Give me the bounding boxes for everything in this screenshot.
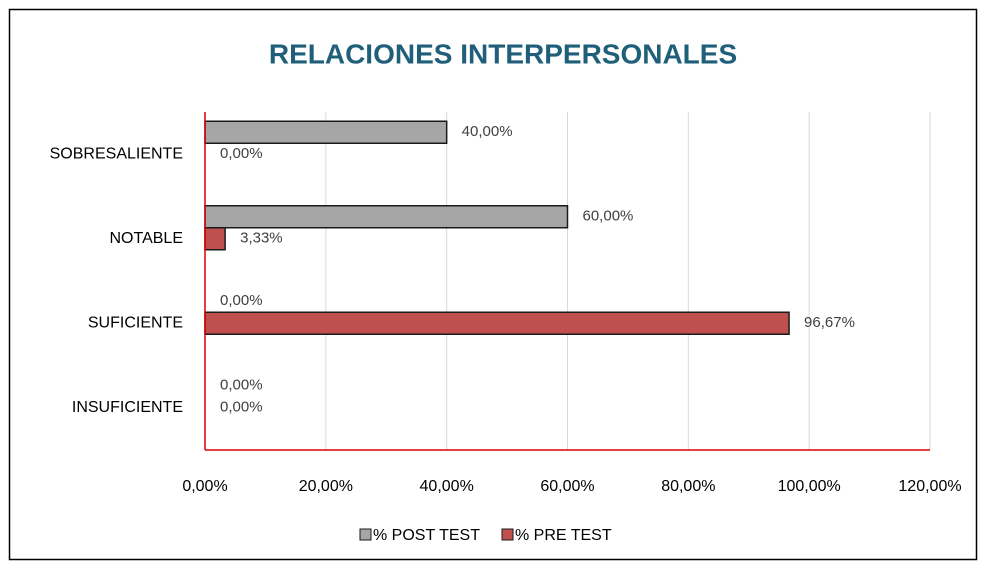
x-tick-label: 80,00% bbox=[661, 478, 715, 495]
x-tick-label: 0,00% bbox=[182, 478, 227, 495]
bar bbox=[204, 205, 569, 229]
x-tick-label: 20,00% bbox=[299, 478, 353, 495]
value-label: 0,00% bbox=[220, 399, 263, 416]
value-label: 0,00% bbox=[220, 145, 263, 162]
legend-swatch bbox=[501, 528, 514, 541]
bar bbox=[204, 120, 448, 144]
y-tick-label: NOTABLE bbox=[110, 230, 184, 247]
x-tick-label: 120,00% bbox=[898, 478, 961, 495]
legend-swatch bbox=[359, 528, 372, 541]
bar bbox=[204, 227, 226, 251]
bar bbox=[204, 311, 790, 335]
chart-frame bbox=[8, 8, 978, 561]
legend-label: % PRE TEST bbox=[515, 527, 612, 544]
value-label: 0,00% bbox=[220, 377, 263, 394]
value-label: 60,00% bbox=[583, 208, 634, 225]
x-tick-label: 60,00% bbox=[540, 478, 594, 495]
y-tick-label: INSUFICIENTE bbox=[72, 399, 183, 416]
x-tick-label: 40,00% bbox=[420, 478, 474, 495]
value-label: 0,00% bbox=[220, 292, 263, 309]
value-label: 3,33% bbox=[240, 230, 283, 247]
x-tick-label: 100,00% bbox=[778, 478, 841, 495]
value-label: 40,00% bbox=[462, 123, 513, 140]
y-tick-label: SUFICIENTE bbox=[88, 314, 183, 331]
value-label: 96,67% bbox=[804, 314, 855, 331]
y-tick-label: SOBRESALIENTE bbox=[50, 145, 183, 162]
legend-label: % POST TEST bbox=[373, 527, 480, 544]
chart-title: RELACIONES INTERPERSONALES bbox=[269, 38, 737, 69]
